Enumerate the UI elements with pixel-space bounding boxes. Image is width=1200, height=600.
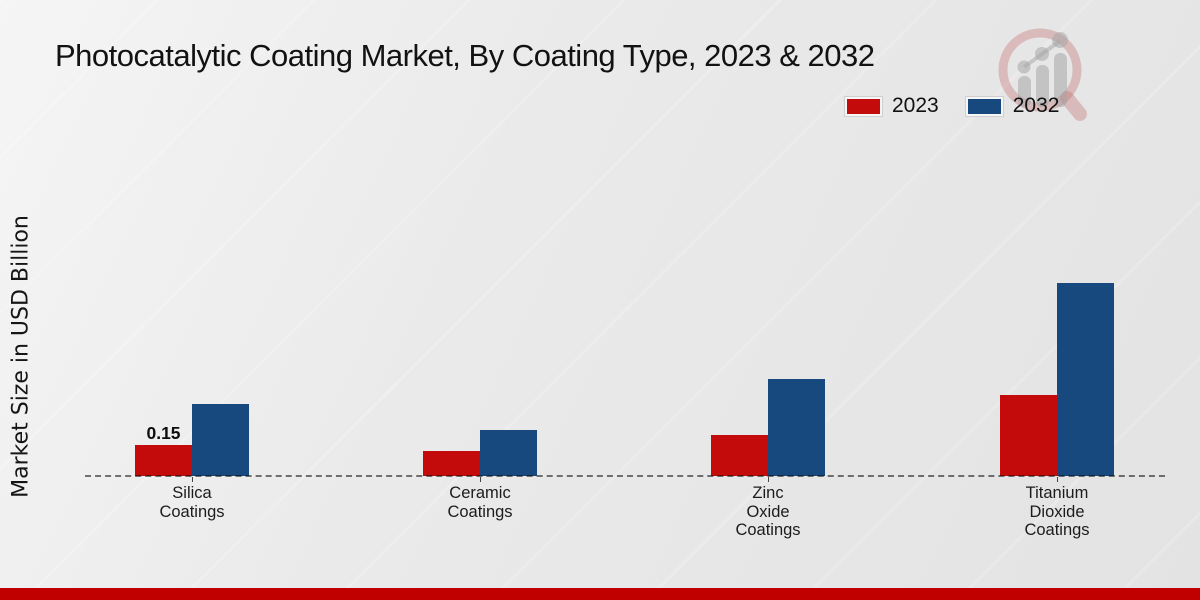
bar-2023-silica-coatings — [135, 445, 192, 476]
bar-2032-zinc-oxide-coatings — [768, 379, 825, 476]
category-label-ceramic-coatings: Ceramic Coatings — [447, 484, 513, 521]
bar-2023-titanium-dioxide-coatings — [1000, 395, 1057, 476]
legend: 2023 2032 — [845, 94, 1059, 118]
bar-2023-ceramic-coatings — [423, 451, 480, 476]
x-axis-baseline — [85, 475, 1165, 477]
legend-item-2023: 2023 — [845, 94, 939, 118]
legend-swatch-2023 — [845, 96, 882, 116]
x-axis-tick — [768, 477, 769, 482]
bar-2032-ceramic-coatings — [480, 430, 537, 476]
category-label-titanium-dioxide-coatings: Titanium Dioxide Coatings — [1024, 484, 1090, 539]
legend-label-2023: 2023 — [892, 94, 939, 117]
legend-swatch-2032 — [965, 96, 1003, 116]
chart-title: Photocatalytic Coating Market, By Coatin… — [55, 38, 875, 73]
category-label-zinc-oxide-coatings: Zinc Oxide Coatings — [735, 484, 801, 539]
bar-2032-silica-coatings — [192, 404, 249, 476]
bar-2032-titanium-dioxide-coatings — [1057, 283, 1114, 476]
legend-item-2032: 2032 — [965, 94, 1060, 118]
x-axis-tick — [480, 477, 481, 482]
footer-accent-bar — [0, 588, 1200, 600]
bar-value-label: 0.15 — [146, 423, 181, 443]
x-axis-tick — [192, 477, 193, 482]
legend-label-2032: 2032 — [1012, 94, 1060, 117]
category-label-silica-coatings: Silica Coatings — [159, 484, 225, 521]
x-axis-tick — [1057, 477, 1058, 482]
bar-2023-zinc-oxide-coatings — [711, 435, 768, 476]
